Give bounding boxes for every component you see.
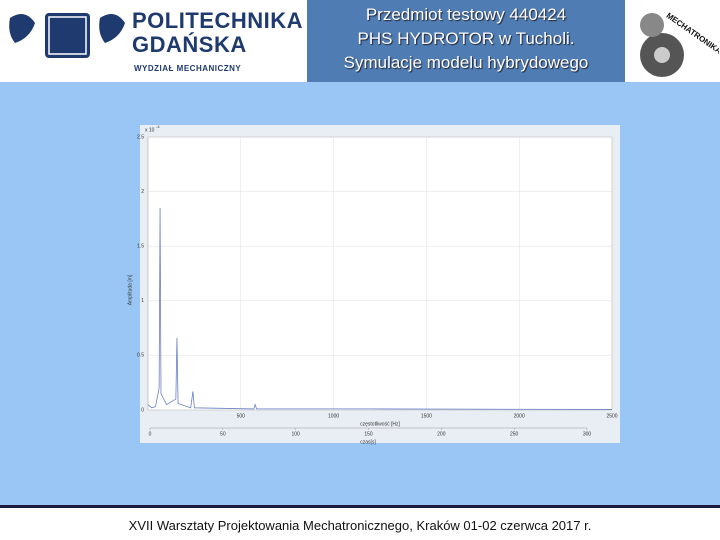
x-tick-label: 1500: [421, 413, 432, 419]
y-tick-label: 0.5: [137, 353, 144, 359]
x2-tick-label: 150: [364, 431, 373, 437]
x2-tick-label: 200: [437, 431, 446, 437]
y-exponent: -4: [156, 124, 160, 129]
faculty: WYDZIAŁ MECHANICZNY: [134, 64, 242, 73]
slide-title: Przedmiot testowy 440424 PHS HYDROTOR w …: [307, 0, 625, 82]
y-tick-label: 0: [141, 407, 144, 413]
x2-tick-label: 0: [149, 431, 152, 437]
header: POLITECHNIKA GDAŃSKA WYDZIAŁ MECHANICZNY…: [0, 0, 720, 82]
x2-tick-label: 50: [220, 431, 226, 437]
x-tick-label: 1000: [328, 413, 339, 419]
x-axis-label: częstotliwość [Hz]: [360, 421, 400, 427]
y-tick-label: 2: [141, 189, 144, 195]
x2-tick-label: 300: [583, 431, 592, 437]
title-line: PHS HYDROTOR w Tucholi.: [357, 29, 575, 48]
university-name: GDAŃSKA: [132, 32, 247, 57]
logo: [9, 13, 126, 58]
footer-text: XVII Warsztaty Projektowania Mechatronic…: [128, 518, 592, 533]
y-axis-label: Amplituda [m]: [127, 274, 133, 305]
badge: MECHATRONIKA: [640, 11, 719, 77]
y-tick-label: 2.5: [137, 134, 144, 140]
x-tick-label: 2500: [606, 413, 617, 419]
footer: XVII Warsztaty Projektowania Mechatronic…: [0, 505, 720, 540]
title-line: Przedmiot testowy 440424: [365, 5, 567, 24]
y-tick-label: 1.5: [137, 244, 144, 250]
x2-axis-label: czas[s]: [360, 439, 376, 445]
x2-tick-label: 100: [291, 431, 300, 437]
y-tick-label: 1: [141, 298, 144, 304]
y-multiplier: x 10: [145, 127, 155, 133]
x-tick-label: 500: [237, 413, 246, 419]
x2-tick-label: 250: [510, 431, 519, 437]
plot-area: [147, 136, 613, 411]
university-name: POLITECHNIKA: [132, 8, 303, 33]
title-line: Symulacje modelu hybrydowego: [343, 53, 589, 72]
x-tick-label: 2000: [514, 413, 525, 419]
spectrum-line: [147, 207, 613, 410]
